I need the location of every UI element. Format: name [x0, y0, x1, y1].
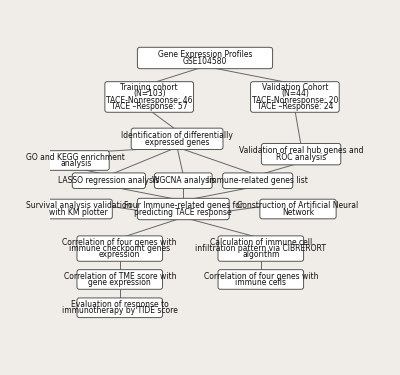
Text: expression: expression: [99, 251, 140, 260]
FancyBboxPatch shape: [218, 270, 304, 289]
Text: Validation of real hub genes and: Validation of real hub genes and: [239, 147, 363, 156]
FancyBboxPatch shape: [260, 199, 336, 219]
Text: Four Immune-related genes for: Four Immune-related genes for: [124, 201, 243, 210]
Text: Correlation of four genes with: Correlation of four genes with: [204, 272, 318, 281]
Text: immune cells: immune cells: [235, 278, 286, 287]
Text: TACE-Nonresponse: 46: TACE-Nonresponse: 46: [106, 96, 192, 105]
Text: Calculation of immune cell: Calculation of immune cell: [210, 238, 312, 247]
FancyBboxPatch shape: [154, 173, 212, 189]
FancyBboxPatch shape: [223, 173, 293, 189]
Text: Survival analysis validation: Survival analysis validation: [26, 201, 132, 210]
Text: (N=44): (N=44): [281, 89, 309, 98]
FancyBboxPatch shape: [105, 82, 194, 112]
FancyBboxPatch shape: [262, 144, 341, 165]
FancyBboxPatch shape: [138, 198, 229, 220]
Text: with KM plotter: with KM plotter: [50, 208, 108, 217]
FancyBboxPatch shape: [42, 151, 109, 170]
Text: Correlation of four genes with: Correlation of four genes with: [62, 238, 177, 247]
Text: TACE –Response: 57: TACE –Response: 57: [111, 102, 188, 111]
Text: ROC analysis: ROC analysis: [276, 153, 326, 162]
Text: analysis: analysis: [60, 159, 92, 168]
Text: (N=103): (N=103): [133, 89, 166, 98]
FancyBboxPatch shape: [131, 128, 223, 150]
Text: Gene Expression Profiles: Gene Expression Profiles: [158, 50, 252, 59]
Text: Network: Network: [282, 208, 314, 217]
Text: GO and KEGG enrichment: GO and KEGG enrichment: [26, 153, 125, 162]
Text: GSE104580: GSE104580: [183, 57, 227, 66]
Text: Construction of Artificial Neural: Construction of Artificial Neural: [237, 201, 359, 210]
FancyBboxPatch shape: [250, 82, 339, 112]
Text: gene expression: gene expression: [88, 278, 151, 287]
Text: TACE –Response: 24: TACE –Response: 24: [257, 102, 333, 111]
FancyBboxPatch shape: [77, 236, 162, 261]
FancyBboxPatch shape: [138, 47, 272, 69]
FancyBboxPatch shape: [45, 199, 112, 219]
FancyBboxPatch shape: [72, 173, 146, 189]
Text: Identification of differentially: Identification of differentially: [121, 131, 233, 140]
Text: immunotherapy by TIDE score: immunotherapy by TIDE score: [62, 306, 178, 315]
Text: Correlation of TME score with: Correlation of TME score with: [64, 272, 176, 281]
Text: infiltration pattern via CIBRERORT: infiltration pattern via CIBRERORT: [195, 244, 326, 253]
Text: expressed genes: expressed genes: [145, 138, 209, 147]
Text: Validation Cohort: Validation Cohort: [262, 83, 328, 92]
Text: WGCNA analysis: WGCNA analysis: [152, 176, 215, 185]
FancyBboxPatch shape: [77, 298, 162, 318]
Text: predicting TACE response: predicting TACE response: [134, 208, 232, 217]
Text: Training cohort: Training cohort: [120, 83, 178, 92]
Text: Immune-related genes list: Immune-related genes list: [207, 176, 308, 185]
FancyBboxPatch shape: [218, 236, 304, 261]
FancyBboxPatch shape: [77, 270, 162, 289]
Text: Evaluation of response to: Evaluation of response to: [71, 300, 169, 309]
Text: algorithm: algorithm: [242, 251, 280, 260]
Text: immune checkpoint genes: immune checkpoint genes: [69, 244, 170, 253]
Text: LASSO regression analysis: LASSO regression analysis: [58, 176, 160, 185]
Text: TACE-Nonresponse: 20: TACE-Nonresponse: 20: [252, 96, 338, 105]
